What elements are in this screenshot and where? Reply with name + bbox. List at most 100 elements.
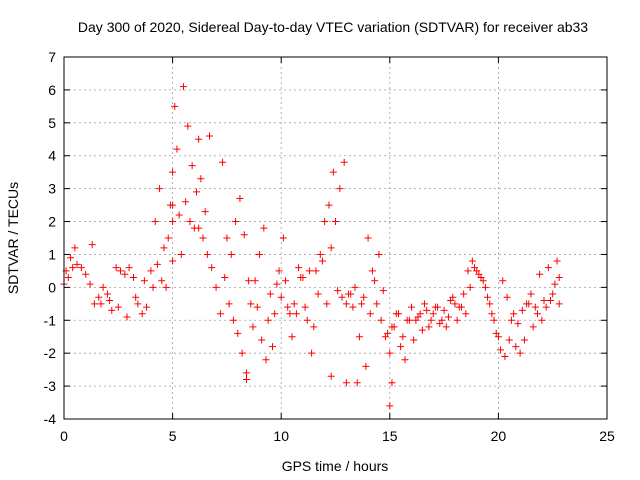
data-point xyxy=(512,343,520,351)
data-point xyxy=(69,264,77,272)
data-point xyxy=(234,329,242,337)
data-point xyxy=(73,260,81,268)
data-point xyxy=(529,323,537,331)
data-point xyxy=(505,336,513,344)
data-point xyxy=(262,356,270,364)
data-point xyxy=(355,333,363,341)
data-point xyxy=(97,300,105,308)
data-point xyxy=(108,306,116,314)
data-point xyxy=(199,234,207,242)
data-point xyxy=(368,267,376,275)
data-point xyxy=(121,270,129,278)
data-point xyxy=(332,218,339,226)
data-point xyxy=(523,300,531,308)
data-point xyxy=(551,280,559,288)
data-point xyxy=(373,300,381,308)
data-point xyxy=(279,234,287,242)
data-point xyxy=(106,297,114,305)
data-point xyxy=(147,267,155,275)
data-point xyxy=(160,244,168,252)
data-point xyxy=(531,303,539,311)
y-tick-label: 6 xyxy=(48,82,56,98)
data-point xyxy=(507,316,515,324)
data-point xyxy=(429,310,437,318)
data-point xyxy=(488,310,496,318)
data-point xyxy=(484,293,492,301)
data-point xyxy=(82,270,90,278)
data-point xyxy=(375,250,383,258)
data-point xyxy=(401,356,409,364)
data-point xyxy=(345,290,353,298)
data-point xyxy=(216,310,224,318)
data-point xyxy=(195,224,203,232)
y-tick-label: -4 xyxy=(44,411,57,427)
data-point xyxy=(164,234,172,242)
data-point xyxy=(342,300,350,308)
data-point xyxy=(197,175,205,183)
data-point xyxy=(171,102,179,110)
data-point xyxy=(386,402,394,410)
data-point xyxy=(258,336,266,344)
data-point xyxy=(457,303,465,311)
data-point xyxy=(238,349,246,357)
data-point xyxy=(134,300,142,308)
data-point xyxy=(453,316,461,324)
data-point xyxy=(388,379,396,387)
plot-frame xyxy=(63,56,608,420)
data-point xyxy=(329,168,337,176)
data-point xyxy=(358,300,366,308)
data-point xyxy=(423,306,431,314)
data-point xyxy=(364,234,372,242)
data-point xyxy=(542,303,550,311)
x-tick-label: 25 xyxy=(599,428,615,444)
data-point xyxy=(405,316,413,324)
data-point xyxy=(143,303,151,311)
x-tick-label: 15 xyxy=(382,428,398,444)
data-point xyxy=(555,273,563,281)
data-point xyxy=(138,310,146,318)
data-point xyxy=(386,349,394,357)
data-point xyxy=(90,300,98,308)
data-point xyxy=(282,277,290,285)
data-point xyxy=(349,303,357,311)
y-tick-label: 5 xyxy=(48,115,56,131)
data-point xyxy=(240,231,248,239)
data-point xyxy=(340,158,348,166)
data-point xyxy=(156,185,164,193)
data-point xyxy=(188,162,196,170)
data-point xyxy=(314,290,322,298)
data-point xyxy=(169,218,177,226)
data-point xyxy=(114,303,122,311)
data-point xyxy=(173,145,181,153)
data-point xyxy=(497,346,505,354)
data-point xyxy=(527,290,535,298)
data-point xyxy=(540,297,548,305)
data-point xyxy=(99,283,107,291)
data-point xyxy=(297,273,305,281)
data-point xyxy=(247,300,255,308)
data-point xyxy=(334,287,342,295)
data-point xyxy=(397,343,405,351)
points-layer xyxy=(60,83,563,410)
data-point xyxy=(486,300,494,308)
data-point xyxy=(310,323,318,331)
data-point xyxy=(67,254,75,262)
x-axis-label: GPS time / hours xyxy=(282,458,389,474)
data-point xyxy=(427,316,435,324)
data-point xyxy=(436,320,444,328)
data-point xyxy=(360,293,368,301)
data-point xyxy=(353,379,361,387)
data-point xyxy=(518,306,526,314)
data-point xyxy=(410,336,418,344)
data-point xyxy=(206,132,214,140)
data-point xyxy=(323,300,331,308)
data-point xyxy=(284,303,292,311)
data-point xyxy=(125,264,133,272)
data-point xyxy=(253,303,261,311)
data-point xyxy=(327,244,335,252)
data-point xyxy=(292,310,300,318)
data-point xyxy=(184,122,192,130)
data-point xyxy=(305,267,313,275)
data-point xyxy=(295,264,303,272)
